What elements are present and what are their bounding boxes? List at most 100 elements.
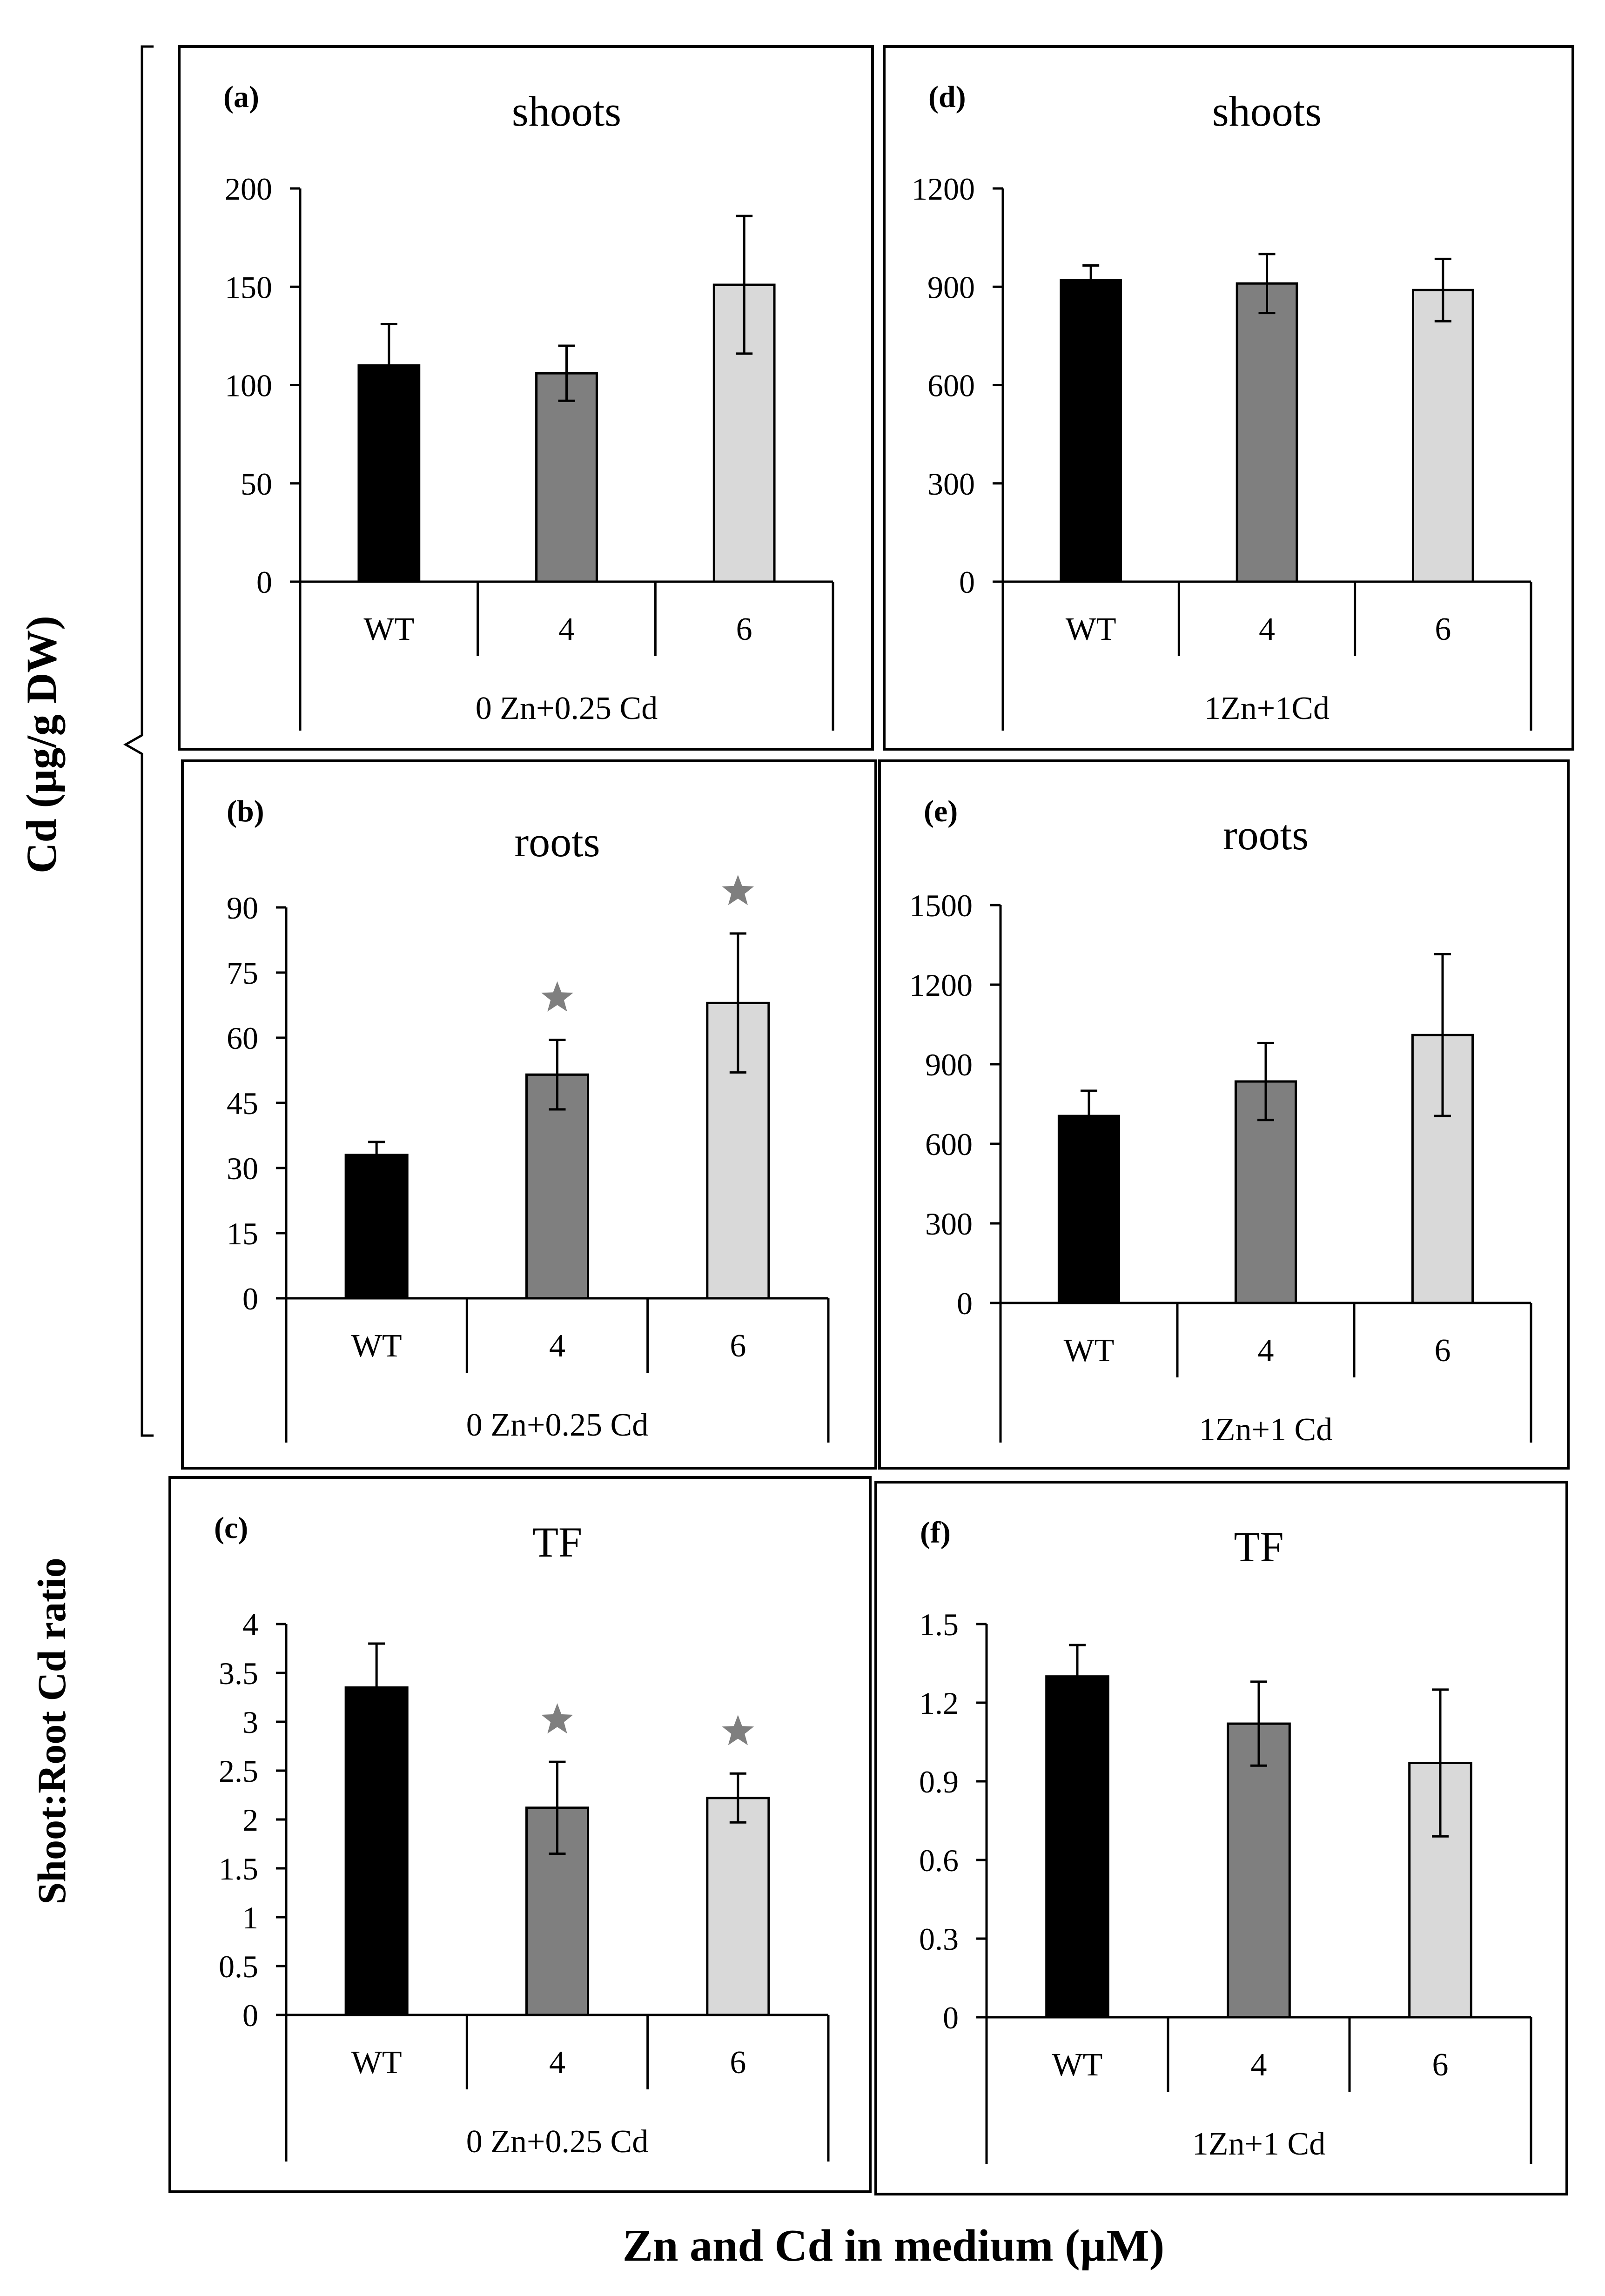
panel-letter: (f)	[920, 1516, 951, 1550]
y-tick-label: 600	[927, 368, 975, 403]
x-tick-label: WT	[1064, 1333, 1115, 1369]
xlabel: Zn and Cd in medium (µM)	[623, 2221, 1165, 2271]
x-tick-label: WT	[1052, 2047, 1103, 2083]
y-tick-label: 0.5	[219, 1949, 258, 1984]
bar-WT	[1045, 1675, 1109, 2019]
y-tick-label: 1200	[909, 967, 973, 1003]
panel-letter: (a)	[223, 80, 259, 114]
y-tick-label: 1	[242, 1900, 258, 1935]
chart-panel-a: (a) shoots 0 50 100 150 200 WT 4 6 0 Zn+0.25 Cd	[178, 45, 874, 751]
significance-star	[541, 1703, 573, 1734]
chart-title: roots	[515, 818, 600, 866]
y-tick-label: 15	[227, 1216, 258, 1251]
y-tick-label: 3	[242, 1705, 258, 1740]
bar-WT	[344, 1686, 409, 2016]
panel-frame	[178, 45, 874, 751]
y-tick-label: 100	[225, 368, 272, 403]
y-tick-label: 900	[925, 1047, 973, 1082]
chart-panel-f: (f) TF 0 0.3 0.6 0.9 1.2 1.5 WT 4 6 1Zn+1 Cd	[874, 1481, 1568, 2195]
x-tick-label: 6	[1432, 2047, 1449, 2083]
panel-letter: (c)	[214, 1511, 248, 1545]
bar-4	[525, 1073, 590, 1300]
panel-letter: (e)	[924, 794, 958, 828]
x-tick-label: 4	[1259, 611, 1275, 647]
panel-frame	[181, 759, 877, 1470]
y-tick-label: 0	[959, 564, 975, 600]
y-tick-label: 900	[927, 269, 975, 305]
y-tick-label: 75	[227, 955, 258, 991]
bar-WT	[344, 1154, 409, 1300]
x-tick-label: 6	[730, 2045, 746, 2081]
y-tick-label: 1.5	[219, 1851, 258, 1886]
x-tick-label: WT	[351, 1328, 402, 1364]
x-group-label: 1Zn+1Cd	[1204, 691, 1330, 726]
y-tick-label: 0	[242, 1281, 258, 1316]
x-tick-label: 4	[1251, 2047, 1267, 2083]
y-tick-label: 0.3	[919, 1921, 959, 1957]
bar-4	[1236, 282, 1298, 583]
bar-WT	[1057, 1114, 1121, 1304]
x-tick-label: WT	[1066, 611, 1116, 647]
x-tick-label: 6	[730, 1328, 746, 1364]
x-tick-label: 6	[1435, 1333, 1451, 1369]
y-tick-label: 2	[242, 1802, 258, 1838]
chart-panel-e: (e) roots 0 300 600 900 1200 1500 WT 4 6 1Zn+1 Cd	[878, 759, 1570, 1470]
chart-panel-b: (b) roots 0 15 30 45 60 75 90 WT 4 6 0 Zn+0.25 Cd	[181, 759, 877, 1470]
x-tick-label: WT	[351, 2045, 402, 2081]
chart-panel-d: (d) shoots 0 300 600 900 1200 WT 4 6 1Zn+1Cd	[883, 45, 1574, 751]
panel-letter: (d)	[928, 80, 966, 114]
y-tick-label: 4	[242, 1607, 258, 1642]
chart-title: roots	[1223, 811, 1309, 859]
y-tick-label: 0.9	[919, 1764, 959, 1799]
x-tick-label: 4	[1258, 1333, 1274, 1369]
x-tick-label: 6	[736, 611, 752, 647]
panel-frame	[878, 759, 1570, 1470]
significance-star	[722, 1715, 754, 1745]
y-tick-label: 30	[227, 1151, 258, 1186]
y-tick-label: 0	[957, 1286, 973, 1321]
chart-title: shoots	[512, 87, 621, 135]
y-tick-label: 60	[227, 1020, 258, 1056]
y-tick-label: 0	[943, 2000, 959, 2035]
y-tick-label: 0	[242, 1998, 258, 2033]
x-group-label: 0 Zn+0.25 Cd	[466, 1407, 648, 1443]
ylabel-cd: Cd (µg/g DW)	[18, 616, 65, 873]
x-group-label: 1Zn+1 Cd	[1192, 2126, 1325, 2162]
significance-star	[722, 875, 754, 906]
x-tick-label: 4	[549, 2045, 565, 2081]
y-tick-label: 50	[241, 466, 272, 502]
bar-WT	[1060, 279, 1122, 583]
x-group-label: 0 Zn+0.25 Cd	[476, 691, 658, 726]
panel-frame	[874, 1481, 1568, 2195]
y-tick-label: 150	[225, 269, 272, 305]
y-tick-label: 300	[925, 1206, 973, 1242]
panel-frame	[883, 45, 1574, 751]
y-tick-label: 1.5	[919, 1607, 959, 1642]
bar-4	[535, 372, 598, 583]
x-group-label: 1Zn+1 Cd	[1199, 1412, 1332, 1448]
bar-4	[1227, 1722, 1291, 2019]
chart-title: TF	[1234, 1523, 1283, 1571]
y-tick-label: 3.5	[219, 1656, 258, 1691]
y-tick-label: 0	[256, 564, 272, 600]
y-tick-label: 1200	[912, 171, 975, 207]
y-tick-label: 0.6	[919, 1843, 959, 1878]
x-tick-label: 6	[1435, 611, 1451, 647]
bar-6	[1412, 289, 1474, 583]
y-tick-label: 2.5	[219, 1753, 258, 1789]
y-tick-label: 300	[927, 466, 975, 502]
x-group-label: 0 Zn+0.25 Cd	[466, 2124, 648, 2160]
chart-title: TF	[532, 1518, 582, 1566]
chart-title: shoots	[1212, 87, 1322, 135]
y-tick-label: 1.2	[919, 1685, 959, 1721]
bar-6	[706, 1797, 770, 2016]
chart-panel-c: (c) TF 0 0.5 1 1.5 2 2.5 3 3.5 4 WT 4 6 0 Zn+0.25 Cd	[168, 1476, 872, 2193]
ylabel-tf: Shoot:Root Cd ratio	[29, 1558, 74, 1904]
y-tick-label: 45	[227, 1086, 258, 1121]
panel-letter: (b)	[227, 794, 264, 828]
panel-frame	[168, 1476, 872, 2193]
x-tick-label: 4	[549, 1328, 565, 1364]
y-tick-label: 1500	[909, 888, 973, 923]
